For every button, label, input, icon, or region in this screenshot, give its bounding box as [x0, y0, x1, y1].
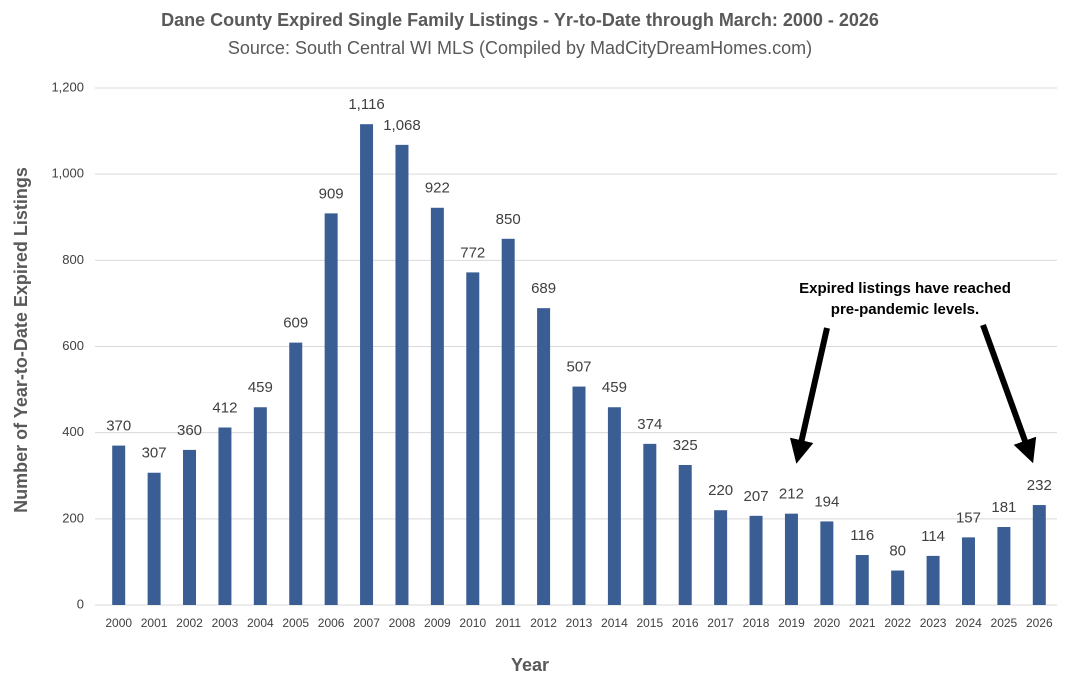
- value-label: 80: [889, 543, 906, 560]
- x-tick-label: 2021: [849, 616, 876, 630]
- bar: [961, 537, 975, 605]
- chart-subtitle: Source: South Central WI MLS (Compiled b…: [228, 38, 812, 58]
- x-tick-label: 2023: [920, 616, 947, 630]
- value-label: 220: [708, 482, 733, 499]
- bar: [607, 407, 621, 605]
- bar: [926, 555, 940, 605]
- bar: [501, 238, 515, 605]
- annotation: Expired listings have reached: [799, 280, 1011, 297]
- y-tick-label: 400: [62, 424, 84, 439]
- bar: [749, 515, 763, 605]
- bar: [430, 207, 444, 605]
- bar: [253, 407, 267, 605]
- x-tick-label: 2008: [389, 616, 416, 630]
- bar: [147, 472, 161, 605]
- bar: [537, 308, 551, 605]
- x-tick-label: 2009: [424, 616, 451, 630]
- x-tick-label: 2024: [955, 616, 982, 630]
- bar: [466, 272, 480, 605]
- x-tick-label: 2003: [212, 616, 239, 630]
- chart-title: Dane County Expired Single Family Listin…: [161, 10, 879, 30]
- x-tick-label: 2000: [105, 616, 132, 630]
- bar: [218, 427, 232, 605]
- bar: [289, 342, 303, 605]
- bar: [820, 521, 834, 605]
- bar: [183, 449, 197, 605]
- bar: [714, 510, 728, 605]
- arrow: [980, 323, 1037, 464]
- value-label: 772: [460, 244, 485, 261]
- value-label: 374: [637, 416, 662, 433]
- x-tick-label: 2011: [495, 616, 521, 630]
- y-tick-label: 600: [62, 338, 84, 353]
- value-label: 370: [106, 418, 131, 435]
- value-label: 909: [319, 185, 344, 202]
- value-label: 157: [956, 509, 981, 526]
- value-label: 1,068: [383, 117, 421, 134]
- bar: [891, 570, 905, 605]
- x-tick-label: 2012: [530, 616, 557, 630]
- x-axis-title: Year: [511, 655, 549, 675]
- y-axis-title: Number of Year-to-Date Expired Listings: [11, 167, 31, 513]
- value-label: 325: [673, 437, 698, 454]
- value-label: 114: [921, 528, 945, 545]
- bar: [324, 213, 338, 605]
- x-tick-label: 2026: [1026, 616, 1053, 630]
- value-label: 922: [425, 180, 450, 197]
- x-tick-label: 2015: [636, 616, 663, 630]
- value-label: 360: [177, 422, 202, 439]
- bar: [360, 124, 374, 605]
- annotation: pre-pandemic levels.: [831, 301, 979, 318]
- x-tick-label: 2017: [707, 616, 734, 630]
- bar: [784, 513, 798, 605]
- x-tick-label: 2010: [459, 616, 486, 630]
- value-label: 609: [283, 315, 308, 332]
- y-tick-label: 800: [62, 252, 84, 267]
- bar: [643, 443, 657, 605]
- value-label: 412: [212, 399, 237, 416]
- x-tick-label: 2001: [141, 616, 168, 630]
- x-tick-label: 2014: [601, 616, 628, 630]
- value-label: 207: [744, 488, 769, 505]
- x-tick-label: 2007: [353, 616, 380, 630]
- bar: [395, 144, 409, 605]
- x-tick-label: 2016: [672, 616, 699, 630]
- x-tick-label: 2005: [282, 616, 309, 630]
- bar: [572, 386, 586, 605]
- arrow: [789, 327, 830, 464]
- x-tick-label: 2002: [176, 616, 203, 630]
- x-tick-label: 2019: [778, 616, 805, 630]
- y-tick-label: 1,000: [51, 166, 84, 181]
- bar: [855, 555, 869, 605]
- x-tick-label: 2018: [743, 616, 770, 630]
- bar: [1032, 505, 1046, 605]
- y-tick-label: 200: [62, 510, 84, 525]
- value-label: 850: [496, 211, 521, 228]
- value-label: 1,116: [348, 96, 384, 113]
- bar: [678, 464, 692, 605]
- bar: [112, 445, 126, 605]
- value-label: 116: [850, 527, 874, 544]
- y-tick-label: 0: [77, 596, 84, 611]
- x-tick-label: 2025: [991, 616, 1018, 630]
- x-tick-label: 2004: [247, 616, 274, 630]
- bar: [997, 527, 1011, 605]
- value-label: 459: [602, 379, 627, 396]
- x-tick-label: 2006: [318, 616, 345, 630]
- x-tick-label: 2020: [814, 616, 841, 630]
- value-label: 507: [566, 359, 591, 376]
- value-label: 689: [531, 280, 556, 297]
- value-label: 307: [142, 445, 167, 462]
- value-label: 212: [779, 486, 804, 503]
- y-tick-label: 1,200: [51, 79, 84, 94]
- x-tick-label: 2022: [884, 616, 911, 630]
- value-label: 181: [991, 499, 1016, 516]
- value-label: 194: [814, 493, 839, 510]
- value-label: 232: [1027, 477, 1052, 494]
- x-tick-label: 2013: [566, 616, 593, 630]
- value-label: 459: [248, 379, 273, 396]
